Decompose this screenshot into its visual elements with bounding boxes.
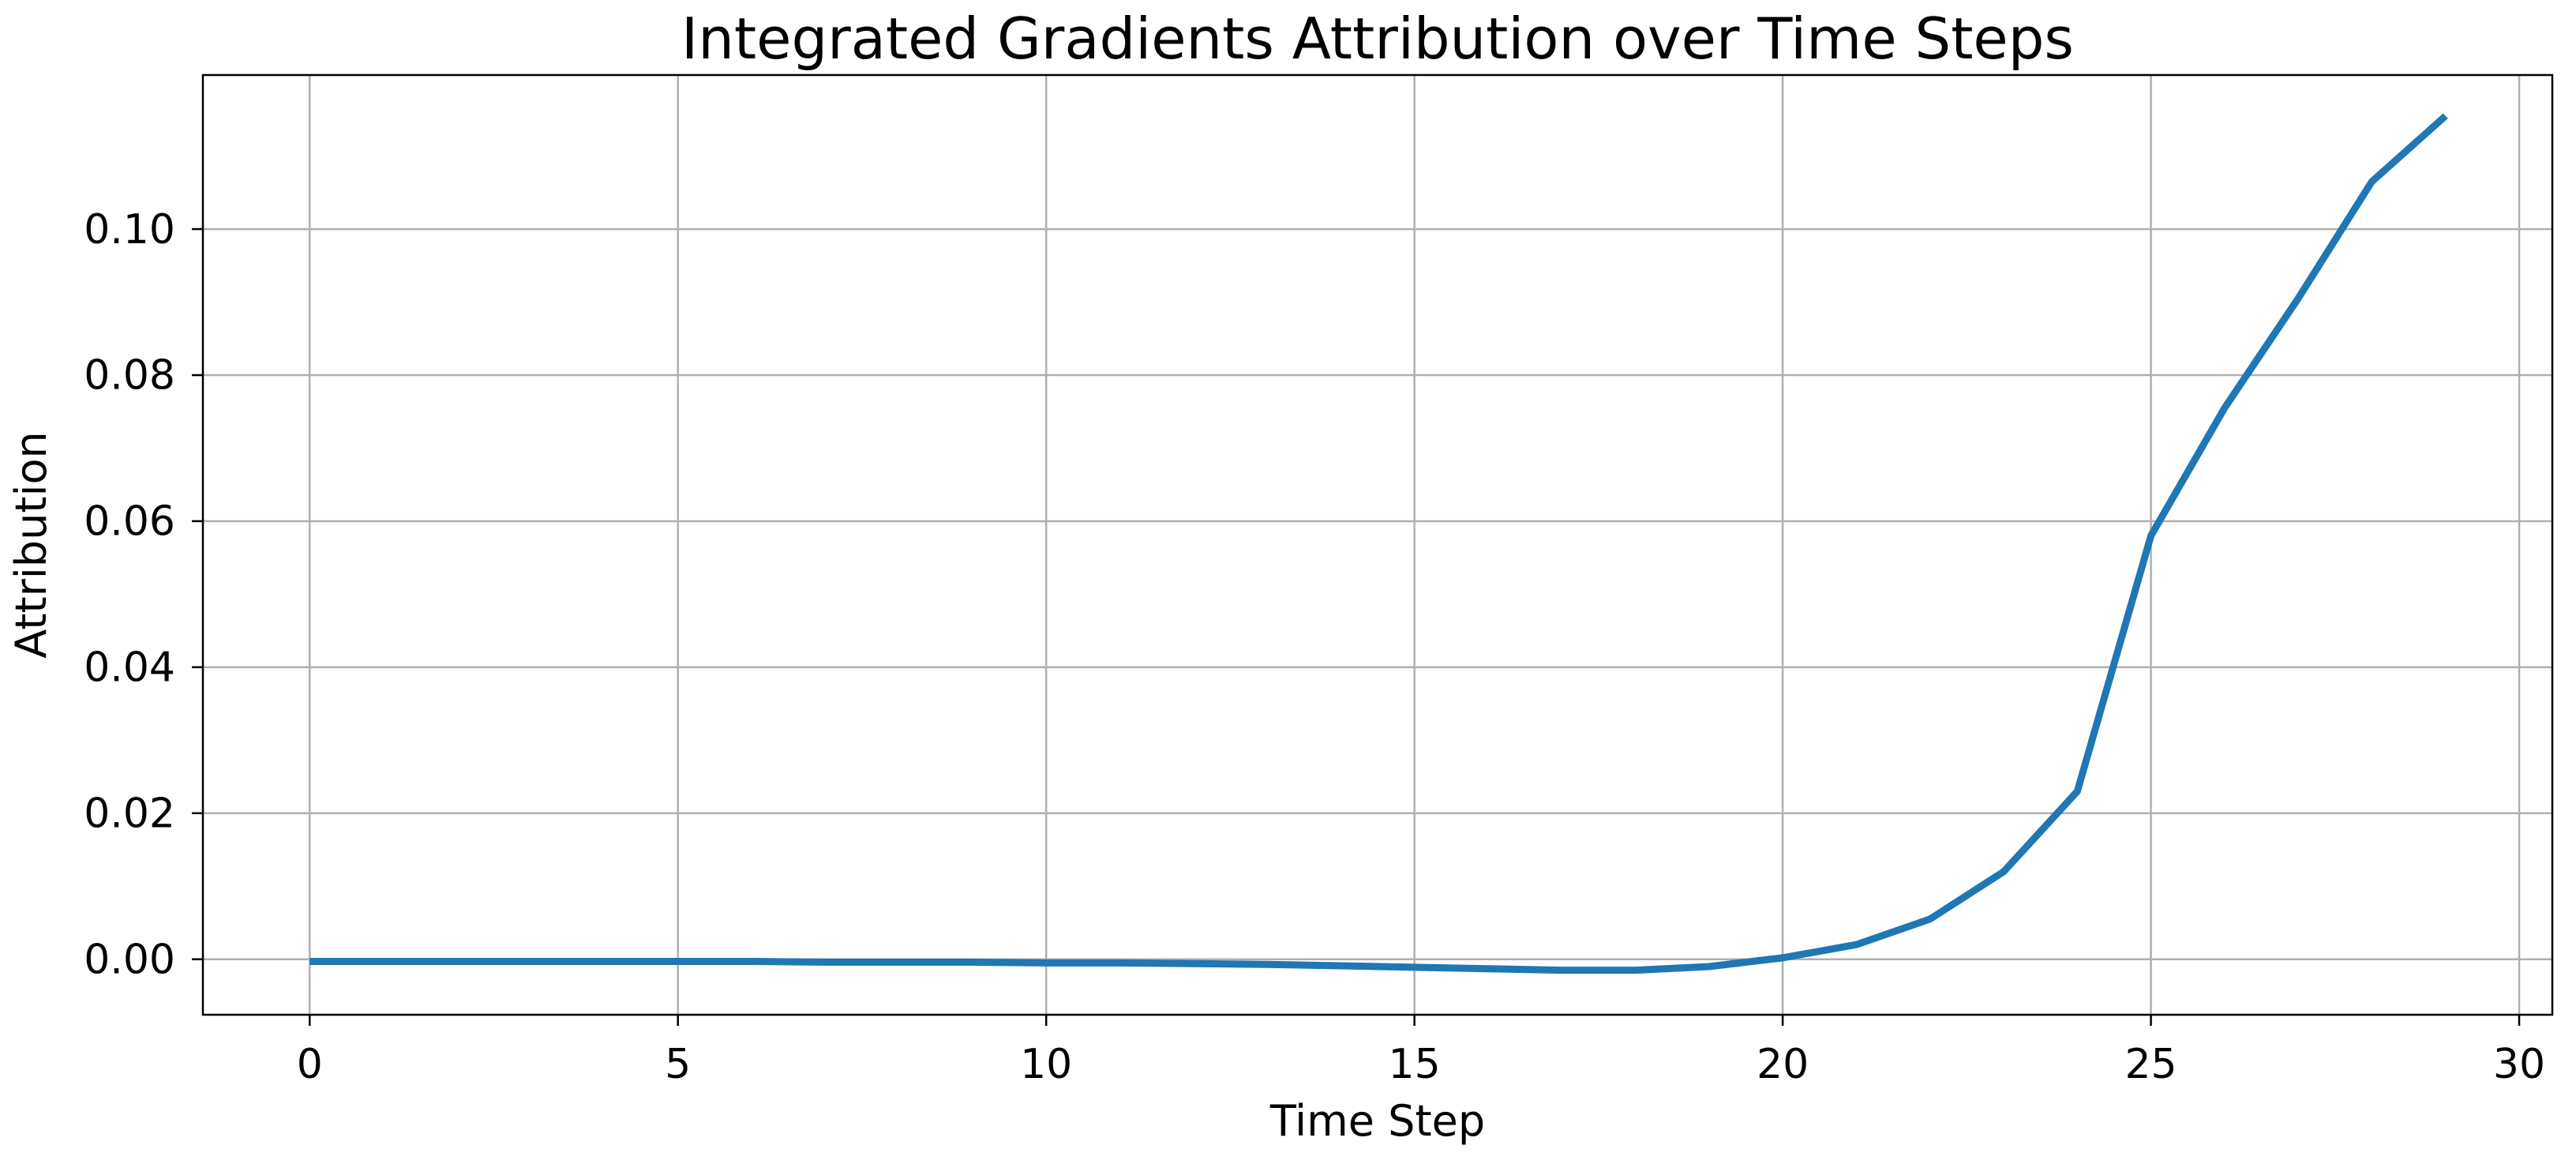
y-tick-label: 0.08 — [84, 352, 175, 400]
x-tick-label: 25 — [2124, 1041, 2177, 1088]
chart-title: Integrated Gradients Attribution over Ti… — [681, 6, 2074, 72]
x-tick-label: 15 — [1389, 1041, 1441, 1088]
x-tick-label: 20 — [1757, 1041, 1809, 1088]
y-tick-label: 0.00 — [84, 936, 175, 983]
series-group — [309, 113, 2448, 974]
y-tick-label: 0.10 — [84, 206, 175, 253]
tick-labels: 0 5 10 15 20 25 30 0.00 0.02 0.04 0.06 0.08 0.10 — [84, 206, 2545, 1088]
y-tick-label: 0.06 — [84, 498, 175, 546]
x-tick-label: 5 — [665, 1041, 691, 1088]
y-tick-label: 0.04 — [84, 644, 175, 692]
y-axis-label: Attribution — [6, 431, 56, 658]
plot-area — [203, 75, 2552, 1015]
x-tick-label: 10 — [1020, 1041, 1072, 1088]
ticks — [192, 227, 2521, 1026]
x-tick-label: 0 — [297, 1041, 323, 1088]
axes-frame — [201, 73, 2554, 1016]
y-tick-label: 0.02 — [84, 790, 175, 837]
x-axis-label: Time Step — [1269, 1096, 1485, 1146]
attribution-line — [309, 113, 2448, 974]
x-tick-label: 30 — [2493, 1041, 2545, 1088]
